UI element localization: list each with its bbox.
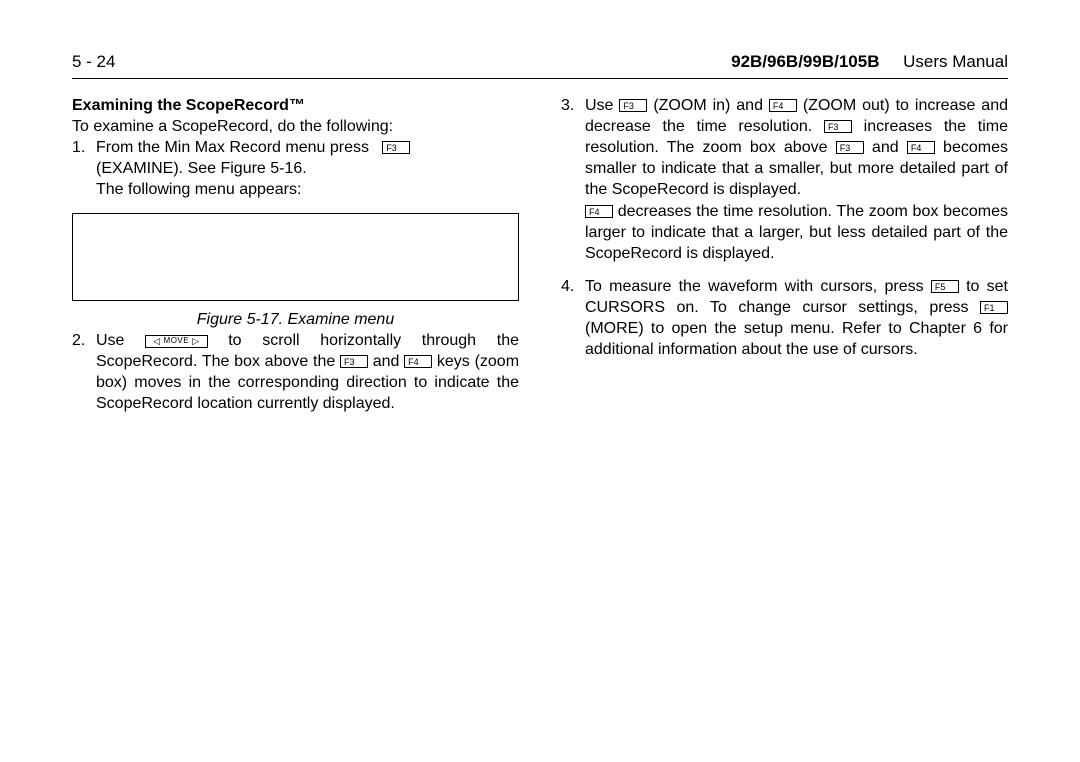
f5-key-icon: F5 [931,280,959,293]
text: From the Min Max Record menu press [96,139,373,156]
f4-key-icon: F4 [907,141,935,154]
steps-list-left: 1. From the Min Max Record menu press F3… [72,137,519,200]
page-header: 5 - 24 92B/96B/99B/105B Users Manual [72,52,1008,79]
f4-key-icon: F4 [769,99,797,112]
right-column: 3. Use F3 (ZOOM in) and F4 (ZOOM out) to… [561,95,1008,426]
text: (MORE) to open the setup menu. Refer to [585,320,902,337]
step-body: From the Min Max Record menu press F3 (E… [96,137,519,200]
text: The following menu appears: [96,181,301,198]
step-3: 3. Use F3 (ZOOM in) and F4 (ZOOM out) to… [561,95,1008,264]
step-body: Use F3 (ZOOM in) and F4 (ZOOM out) to in… [585,95,1008,264]
step-number: 2. [72,330,96,414]
section-title: Examining the ScopeRecord™ [72,95,519,116]
header-right: 92B/96B/99B/105B Users Manual [731,52,1008,72]
f3-key-icon: F3 [836,141,864,154]
manual-title: Users Manual [903,52,1008,71]
text: decreases the time resolution. The zoom … [585,203,1008,262]
text: Use [585,97,619,114]
step-body: Use ◁MOVE▷ to scroll horizontally throug… [96,330,519,414]
text: keys [432,353,470,370]
step-body: To measure the waveform with cursors, pr… [585,276,1008,360]
steps-list-left-2: 2. Use ◁MOVE▷ to scroll horizontally thr… [72,330,519,414]
text: To measure the waveform with cursors, pr… [585,278,931,295]
f3-key-icon: F3 [619,99,647,112]
step-2: 2. Use ◁MOVE▷ to scroll horizontally thr… [72,330,519,414]
model-numbers: 92B/96B/99B/105B [731,52,879,71]
f3-key-icon: F3 [824,120,852,133]
steps-list-right: 3. Use F3 (ZOOM in) and F4 (ZOOM out) to… [561,95,1008,360]
step-number: 1. [72,137,96,200]
text: to [959,278,980,295]
intro-text: To examine a ScopeRecord, do the followi… [72,116,519,137]
figure-caption: Figure 5-17. Examine menu [72,309,519,330]
text: and [864,139,907,156]
text: ScopeRecord. The box above the [96,353,340,370]
text: to scroll horizontally through the [228,332,519,349]
step-4: 4. To measure the waveform with cursors,… [561,276,1008,360]
step-number: 4. [561,276,585,360]
f1-key-icon: F1 [980,301,1008,314]
move-key-icon: ◁MOVE▷ [145,335,207,348]
step-1: 1. From the Min Max Record menu press F3… [72,137,519,200]
text: (ZOOM in) and [647,97,769,114]
f3-key-icon: F3 [382,141,410,154]
text: and [368,353,404,370]
text: (EXAMINE). See Figure 5-16. [96,160,307,177]
text: Use [96,332,145,349]
text: (ZOOM out) to [797,97,909,114]
f3-key-icon: F3 [340,355,368,368]
left-column: Examining the ScopeRecord™ To examine a … [72,95,519,426]
f4-key-icon: F4 [585,205,613,218]
f4-key-icon: F4 [404,355,432,368]
page-number: 5 - 24 [72,52,115,72]
figure-placeholder [72,213,519,301]
step-number: 3. [561,95,585,264]
